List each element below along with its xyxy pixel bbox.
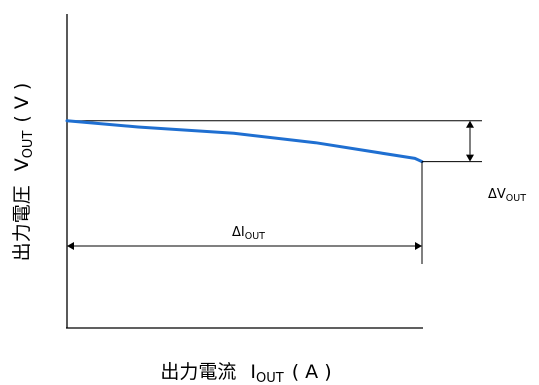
delta-i-label: ΔIOUT bbox=[232, 225, 265, 242]
delta-i-arrowhead-right bbox=[415, 242, 422, 250]
delta-v-label: ΔVOUT bbox=[488, 187, 526, 204]
delta-v-arrowhead-bottom bbox=[466, 154, 474, 162]
delta-v-arrowhead-top bbox=[466, 120, 474, 128]
output-voltage-curve bbox=[65, 119, 424, 164]
x-axis-label: 出力電流 IOUT( A ) bbox=[160, 361, 331, 385]
delta-i-arrowhead-left bbox=[67, 242, 74, 250]
y-axis-label: 出力電圧VOUT( V ) bbox=[11, 83, 36, 262]
